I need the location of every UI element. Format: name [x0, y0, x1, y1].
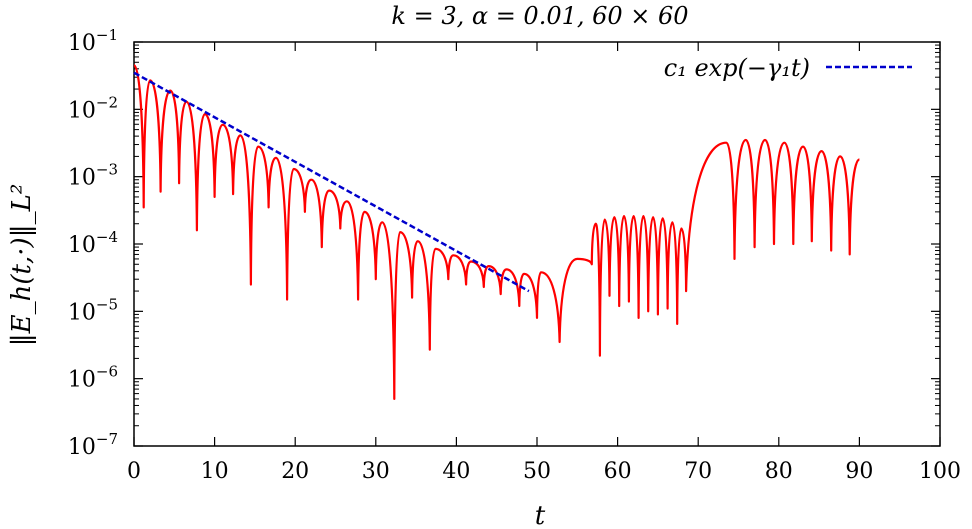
chart-title: k = 3, α = 0.01, 60 × 60: [391, 2, 688, 30]
series-layer: [133, 64, 860, 400]
x-tick-label: 40: [442, 459, 470, 484]
legend-label-fit: c₁ exp(−γ₁t): [664, 54, 810, 82]
x-tick-label: 90: [845, 459, 873, 484]
legend: c₁ exp(−γ₁t): [664, 54, 912, 82]
series-line-fit: [133, 71, 530, 293]
x-tick-label: 10: [201, 459, 229, 484]
y-tick-label: 10−2: [68, 93, 118, 123]
y-tick-label: 10−4: [68, 228, 118, 258]
x-axis-label: t: [535, 501, 546, 529]
y-axis-label: ‖E_h(t,·)‖_L²: [7, 184, 37, 347]
x-tick-label: 100: [919, 459, 961, 484]
y-tick-label: 10−3: [68, 161, 118, 191]
y-tick-label: 10−6: [68, 363, 118, 393]
series-line-error: [133, 64, 860, 400]
axis-ticks: 0 10 20 30 40 50 60 70 80 90 100 10−7 10−6 10−5 10−4 10…: [68, 26, 961, 484]
y-tick-label: 10−7: [68, 430, 118, 460]
x-tick-label: 20: [281, 459, 309, 484]
x-tick-label: 70: [684, 459, 712, 484]
x-tick-label: 0: [127, 459, 141, 484]
plot-frame: [133, 41, 941, 447]
y-tick-label: 10−1: [68, 26, 118, 56]
x-tick-label: 80: [765, 459, 793, 484]
y-tick-label: 10−5: [68, 295, 118, 325]
x-tick-label: 50: [523, 459, 551, 484]
x-tick-label: 30: [362, 459, 390, 484]
x-tick-label: 60: [604, 459, 632, 484]
